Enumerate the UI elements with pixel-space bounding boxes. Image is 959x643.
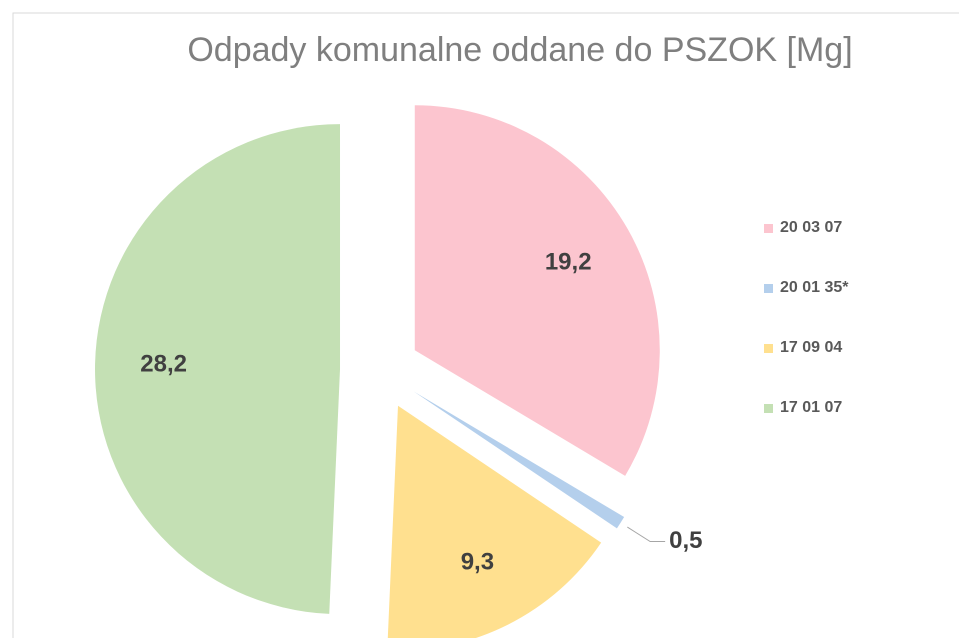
legend-label: 20 01 35*: [780, 279, 849, 296]
legend-swatch: [764, 224, 773, 233]
legend-swatch: [764, 344, 773, 353]
leader-line: [627, 526, 666, 543]
pie-slice: [414, 105, 660, 476]
legend-label: 17 01 07: [780, 399, 842, 416]
data-label: 19,2: [545, 249, 592, 276]
legend-swatch: [764, 404, 773, 413]
data-label: 28,2: [140, 351, 187, 378]
data-label: 0,5: [669, 527, 702, 554]
data-label: 9,3: [461, 549, 494, 576]
pie-slice: [95, 124, 341, 614]
chart-title: Odpady komunalne oddane do PSZOK [Mg]: [187, 31, 852, 69]
legend-swatch: [764, 284, 773, 293]
legend-label: 20 03 07: [780, 219, 842, 236]
legend-label: 17 09 04: [780, 339, 842, 356]
pie-slice: [413, 391, 625, 529]
pie-slice: [387, 405, 602, 643]
